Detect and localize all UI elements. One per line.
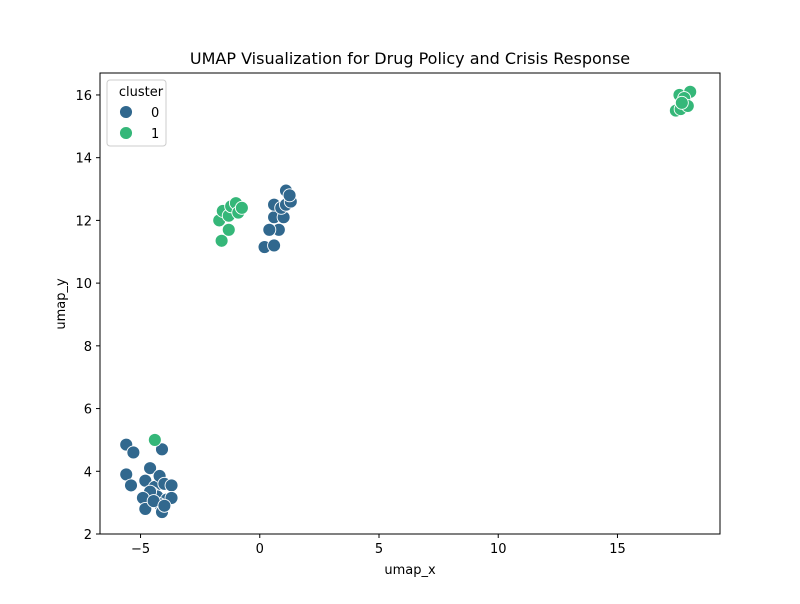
scatter-point-cluster-0 (262, 222, 277, 237)
y-tick-label: 4 (84, 465, 92, 480)
y-tick-label: 8 (84, 340, 92, 355)
y-axis-label: umap_y (54, 278, 69, 330)
scatter-point-cluster-0 (126, 445, 141, 460)
scatter-point-cluster-0 (124, 478, 138, 493)
scatter-point-cluster-0 (157, 498, 172, 513)
scatter-point-cluster-1 (674, 95, 689, 110)
y-tick-label: 16 (75, 89, 92, 104)
data-points (119, 84, 698, 519)
plot-frame (99, 72, 721, 535)
x-tick-label: 0 (256, 542, 264, 557)
scatter-point-cluster-0 (267, 238, 282, 253)
y-tick-label: 2 (84, 528, 92, 543)
y-tick-label: 6 (84, 403, 92, 418)
scatter-point-cluster-0 (164, 478, 179, 493)
x-tick-label: −5 (131, 542, 150, 557)
x-tick-label: 5 (375, 542, 383, 557)
legend-marker-cluster-1 (119, 126, 133, 140)
scatter-point-cluster-1 (234, 200, 249, 215)
legend-marker-cluster-0 (119, 105, 133, 119)
scatter-point-cluster-1 (221, 222, 236, 237)
chart-title: UMAP Visualization for Drug Policy and C… (190, 49, 630, 68)
scatter-point-cluster-1 (147, 432, 162, 447)
legend-label-cluster-1: 1 (151, 127, 159, 142)
scatter-point-cluster-0 (155, 442, 169, 457)
legend-label-cluster-0: 0 (151, 106, 159, 121)
y-tick-label: 10 (75, 277, 92, 292)
y-tick-label: 12 (75, 214, 92, 229)
scatter-point-cluster-0 (143, 461, 158, 476)
x-axis-label: umap_x (384, 563, 436, 578)
legend: cluster 0 1 (106, 79, 167, 147)
x-tick-label: 15 (609, 542, 626, 557)
scatter-point-cluster-1 (214, 233, 229, 248)
scatter-point-cluster-0 (282, 188, 297, 203)
legend-title: cluster (119, 85, 164, 100)
y-tick-label: 14 (75, 152, 92, 167)
x-tick-label: 10 (490, 542, 507, 557)
